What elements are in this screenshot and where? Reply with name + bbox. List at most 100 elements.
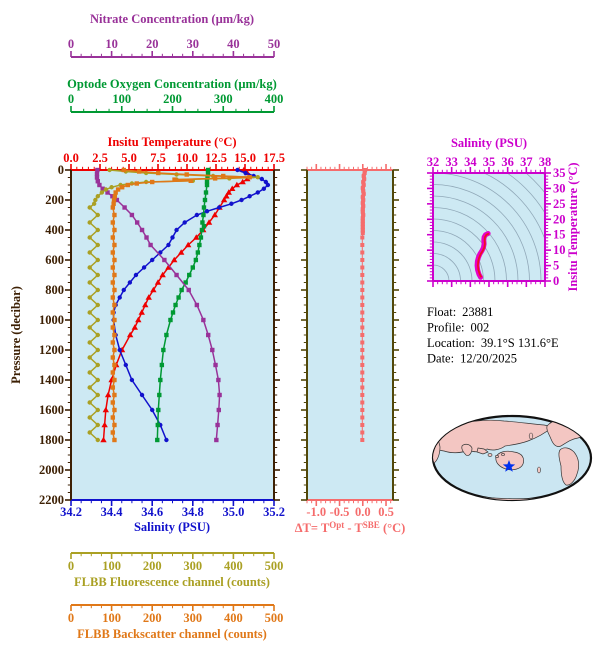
- axis-ts_salinity: [432, 280, 546, 287]
- axis-dt: -1.0 -0.5 0.0 0.5: [306, 499, 394, 519]
- float-location-star-icon: [502, 460, 516, 472]
- tick-label-ts_salinity: 32: [427, 155, 440, 169]
- tick-label-nitrate: 50: [268, 37, 281, 51]
- ts-salinity-axis-title: Salinity (PSU): [451, 136, 527, 150]
- tick-label-backscatter: 0: [68, 611, 74, 625]
- tick-label-dt: 0.5: [378, 505, 394, 519]
- axis-oxygen: 0 100 200 300 400: [68, 92, 284, 113]
- tick-label-pressure: 400: [45, 223, 64, 237]
- tick-label-pressure: 800: [45, 283, 64, 297]
- tick-label-pressure: 1000: [39, 313, 64, 327]
- main-panel-background: [71, 170, 274, 500]
- tick-label-oxygen: 400: [265, 92, 284, 106]
- tick-label-temperature: 17.5: [263, 151, 285, 165]
- date-line: Date: 12/20/2025: [427, 352, 517, 366]
- salinity-axis-title: Salinity (PSU): [134, 520, 210, 534]
- tick-label-nitrate: 30: [187, 37, 200, 51]
- temperature-axis-title: Insitu Temperature (°C): [107, 135, 236, 149]
- axis-nitrate: 0 10 20 30 40 50: [68, 37, 281, 58]
- tick-label-backscatter: 100: [102, 611, 121, 625]
- series-insitu-temperature: [100, 166, 253, 443]
- tick-label-temperature: 15.0: [234, 151, 256, 165]
- axis-pressure: 0 200 400 600 800 1000 1200 1400 1600 1800 2000 220…: [39, 163, 72, 507]
- tick-label-oxygen: 200: [163, 92, 182, 106]
- tick-label-dt: 0.0: [355, 505, 371, 519]
- tick-label-ts_salinity: 33: [445, 155, 458, 169]
- tick-label-fluorescence: 300: [183, 559, 202, 573]
- profile-number-line: Profile: 002: [427, 321, 489, 335]
- oxygen-axis-title: Optode Oxygen Concentration (µm/kg): [67, 77, 277, 91]
- tick-label-salinity: 34.4: [101, 505, 124, 519]
- tick-label-pressure: 0: [58, 163, 64, 177]
- dt-axis-title: ΔT= TOpt - TSBE (°C): [295, 520, 406, 535]
- series-delta-t: [360, 168, 368, 442]
- axis-pressure: [273, 169, 280, 501]
- backscatter-axis-title: FLBB Backscatter channel (counts): [77, 627, 267, 641]
- tick-label-ts_temperature: 15: [553, 228, 566, 242]
- tick-label-ts_salinity: 37: [520, 155, 533, 169]
- tick-label-temperature: 2.5: [92, 151, 108, 165]
- series-salinity: [111, 167, 271, 443]
- tick-label-ts_temperature: 0: [553, 274, 559, 288]
- tick-label-fluorescence: 500: [265, 559, 284, 573]
- ts-curve: [474, 231, 491, 280]
- tick-label-ts_salinity: 35: [483, 155, 496, 169]
- tick-label-ts_temperature: 25: [553, 197, 566, 211]
- tick-label-ts_temperature: 30: [553, 181, 566, 195]
- tick-label-backscatter: 200: [143, 611, 162, 625]
- axis-pressure: [392, 169, 399, 501]
- pressure-axis-title: Pressure (decibar): [9, 286, 23, 384]
- axis-backscatter: 0 100 200 300 400 500: [68, 604, 284, 625]
- tick-label-backscatter: 300: [183, 611, 202, 625]
- tick-label-pressure: 1800: [39, 433, 64, 447]
- tick-label-ts_temperature: 5: [553, 259, 559, 273]
- axis-dt: [306, 164, 393, 171]
- tick-label-pressure: 200: [45, 193, 64, 207]
- axis-fluorescence: 0 100 200 300 400 500: [68, 552, 284, 573]
- axis-pressure: [301, 169, 308, 501]
- axis-salinity: 34.2 34.4 34.6 34.8 35.0 35.2: [60, 499, 285, 519]
- tick-label-ts_salinity: 34: [464, 155, 477, 169]
- tick-label-ts_temperature: 35: [553, 166, 566, 180]
- axis-ts_temperature: [427, 172, 434, 282]
- tick-label-pressure: 600: [45, 253, 64, 267]
- fluorescence-axis-title: FLBB Fluorescence channel (counts): [74, 575, 270, 589]
- map-continents: [433, 417, 591, 500]
- tick-label-fluorescence: 0: [68, 559, 74, 573]
- location-line: Location: 39.1°S 131.6°E: [427, 336, 559, 350]
- series-optode-oxygen: [155, 167, 211, 443]
- tick-label-salinity: 34.2: [60, 505, 82, 519]
- tick-label-pressure: 1200: [39, 343, 64, 357]
- tick-label-nitrate: 10: [105, 37, 118, 51]
- tick-label-temperature: 10.0: [176, 151, 198, 165]
- series-nitrate: [94, 167, 222, 443]
- tick-label-dt: -1.0: [306, 505, 326, 519]
- tick-label-backscatter: 400: [224, 611, 243, 625]
- tick-label-pressure: 1400: [39, 373, 64, 387]
- tick-label-temperature: 5.0: [121, 151, 137, 165]
- tick-label-ts_temperature: 20: [553, 212, 566, 226]
- tick-label-oxygen: 300: [214, 92, 233, 106]
- tick-label-ts_temperature: 10: [553, 243, 566, 257]
- tick-label-nitrate: 40: [227, 37, 240, 51]
- tick-label-temperature: 7.5: [150, 151, 166, 165]
- tick-label-pressure: 2200: [39, 493, 64, 507]
- tick-label-pressure: 1600: [39, 403, 64, 417]
- ts-temperature-axis-title: Insitu Temperature (°C): [566, 162, 580, 291]
- tick-label-ts_salinity: 38: [539, 155, 552, 169]
- tick-label-oxygen: 100: [112, 92, 131, 106]
- tick-label-dt: -0.5: [330, 505, 350, 519]
- dt-panel-background: [307, 170, 393, 500]
- axis-temperature: 0.0 2.5 5.0 7.5 10.0 12.5 15.0 17.5: [63, 151, 285, 171]
- tick-label-backscatter: 500: [265, 611, 284, 625]
- tick-label-fluorescence: 100: [102, 559, 121, 573]
- tick-label-nitrate: 0: [68, 37, 74, 51]
- tick-label-temperature: 12.5: [205, 151, 227, 165]
- world-map: [431, 414, 593, 502]
- float-info-block: Float: 23881 Profile: 002 Location: 39.1°S …: [427, 305, 559, 366]
- axis-ts_salinity: 32 33 34 35 36 37 38: [427, 155, 552, 174]
- tick-label-oxygen: 0: [68, 92, 74, 106]
